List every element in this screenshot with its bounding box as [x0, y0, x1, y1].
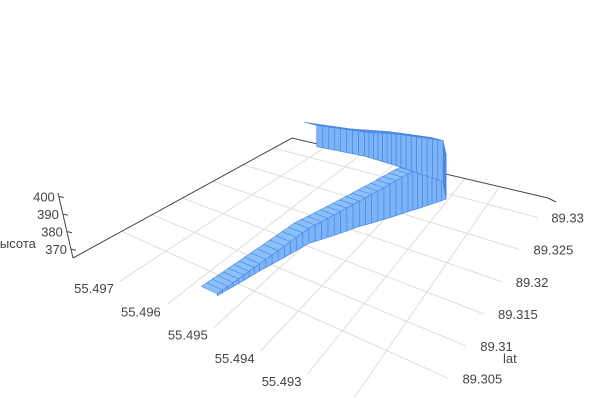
y-gridline — [182, 197, 485, 315]
ribbon-wall-segment — [426, 137, 433, 179]
ribbon-wall-segment — [308, 224, 316, 244]
ribbon-wall-segment — [401, 173, 409, 215]
x-tick-label: 55.494 — [215, 351, 255, 366]
ribbon-wall-segment — [333, 210, 341, 236]
ribbon-wall-segment — [395, 133, 402, 168]
z-tick-label: 390 — [37, 207, 59, 222]
ribbon-wall-segment — [346, 203, 354, 232]
ribbon-wall-segment — [365, 193, 373, 226]
ribbon-wall-segment — [405, 134, 412, 172]
z-tick — [62, 213, 68, 216]
z-axis-line — [57, 192, 74, 259]
ribbon-wall-segment — [340, 207, 348, 234]
floor-back-edges — [72, 137, 549, 259]
ribbon-wall-segment — [352, 129, 359, 156]
ribbon-wall-segment — [382, 132, 388, 164]
ribbon-wall-segment — [389, 180, 397, 218]
ribbon-wall-segment — [383, 183, 391, 220]
ribbon-wall-segment — [373, 132, 379, 161]
ribbon-wall-segment — [328, 126, 336, 151]
floor-grid — [119, 145, 538, 398]
ribbon-wall-segment — [416, 136, 423, 175]
ribbon-wall-segment — [368, 131, 374, 160]
x-tick-label: 55.492 — [309, 397, 349, 400]
ribbon-wall-segment — [346, 129, 353, 155]
y-tick-label: 89.305 — [462, 371, 502, 386]
x-tick-label: 55.497 — [74, 281, 114, 296]
y-gridline — [121, 230, 449, 379]
ribbon-wall-segment — [377, 132, 383, 162]
y-tick-label: 89.32 — [516, 275, 549, 290]
y-tick-label: 89.31 — [480, 339, 513, 354]
x-tick-label: 55.495 — [168, 328, 208, 343]
y-tick-label: 89.315 — [498, 307, 538, 322]
ribbon-wall-segment — [364, 131, 370, 158]
ribbon-wall-segment — [371, 190, 379, 224]
z-axis-title: высота — [0, 236, 37, 251]
z-tick — [66, 231, 73, 234]
ribbon-wall-segment — [321, 217, 329, 240]
ribbon-wall-segment — [407, 170, 414, 213]
axes — [57, 137, 557, 259]
lat-axis-edge — [547, 197, 557, 203]
z-tick-label: 380 — [41, 225, 63, 240]
ribbon-wall-segment — [421, 137, 428, 177]
ribbon-wall-segment — [322, 125, 330, 150]
x-tick-label: 55.493 — [262, 374, 302, 389]
ribbon-wall-segment — [316, 124, 324, 149]
z-tick — [70, 248, 77, 251]
ribbon-wall-segment — [400, 134, 407, 170]
y-tick-label: 89.325 — [534, 243, 574, 258]
y-axis-title: lat — [503, 351, 517, 366]
ribbon-wall-segment — [327, 214, 335, 238]
ribbon-wall-segment — [358, 130, 365, 157]
y-gridline — [151, 214, 467, 347]
ribbon-wall-segment — [377, 186, 385, 222]
ribbon-wall-segment — [437, 139, 444, 183]
ribbon-wall-segment — [314, 221, 322, 242]
ribbon-wall-segment — [395, 176, 403, 217]
ribbon-wall-segment — [410, 135, 417, 174]
ribbon-wall-segment — [352, 200, 360, 230]
ribbon-wall-segment — [412, 168, 419, 211]
y-tick-label: 89.33 — [551, 210, 584, 225]
z-tick-label: 400 — [33, 190, 55, 205]
z-tick — [58, 196, 64, 199]
ribbon-wall-segment — [386, 133, 392, 165]
ribbon-wall-segment — [432, 138, 439, 181]
y-gridline — [212, 180, 502, 283]
track-ribbon — [200, 122, 447, 297]
ribbon-wall-segment — [340, 128, 347, 153]
z-tick-label: 370 — [45, 242, 67, 257]
ribbon-wall-segment — [358, 197, 366, 227]
ribbon-wall-segment — [391, 133, 397, 167]
x-tick-label: 55.496 — [121, 304, 161, 319]
tick-labels: 55.497 55.496 55.495 55.494 55.493 55.492 89.3… — [33, 190, 584, 400]
ribbon-wall-segment — [334, 127, 341, 152]
